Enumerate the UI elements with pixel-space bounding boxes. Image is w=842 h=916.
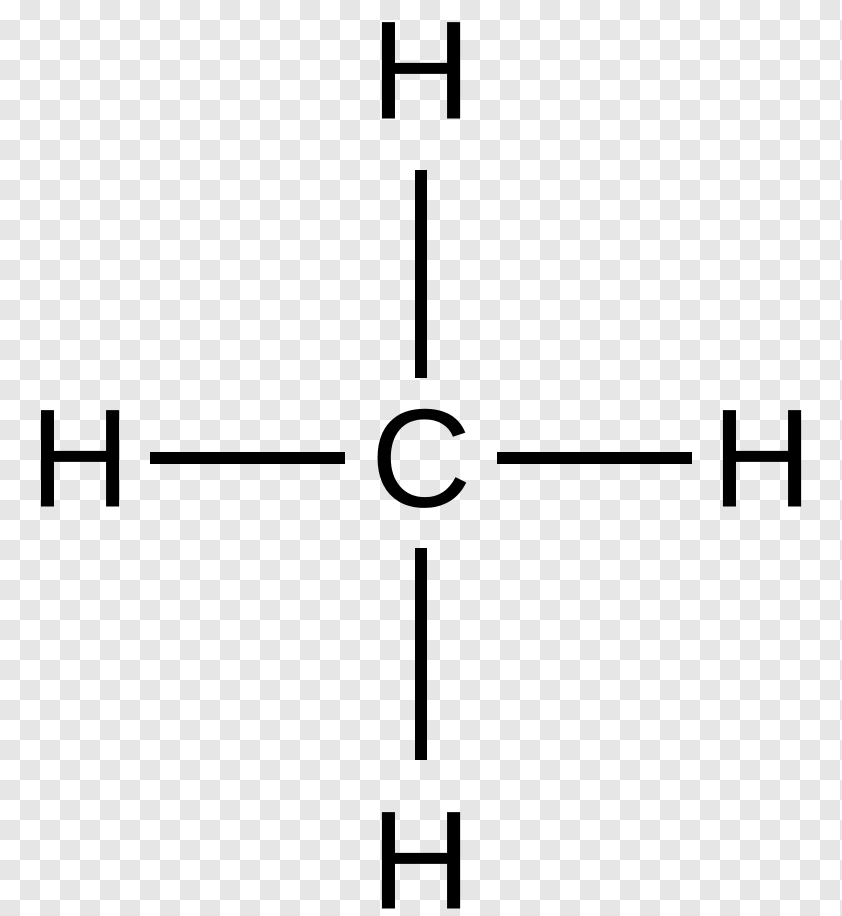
atom-carbon-center: C <box>370 380 471 537</box>
atom-hydrogen-top: H <box>370 0 471 149</box>
molecule-diagram: C H H H H <box>0 0 842 916</box>
atom-hydrogen-left: H <box>29 380 130 537</box>
atom-hydrogen-bottom: H <box>370 782 471 916</box>
atom-hydrogen-right: H <box>711 380 812 537</box>
atoms-group: C H H H H <box>29 0 812 916</box>
